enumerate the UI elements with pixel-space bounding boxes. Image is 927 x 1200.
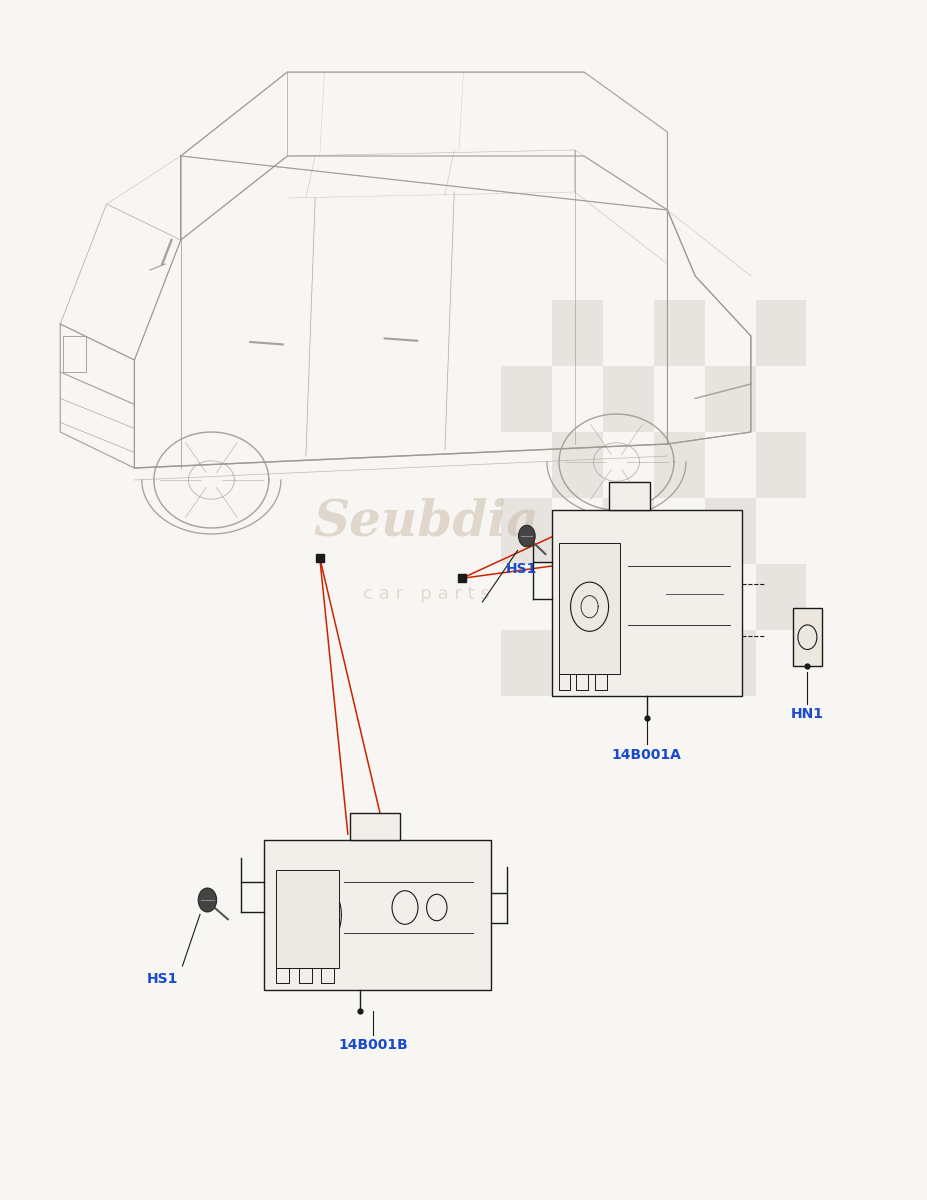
- Bar: [793, 608, 822, 666]
- Bar: [654, 432, 705, 498]
- Text: 14B001B: 14B001B: [338, 1038, 408, 1052]
- Bar: [552, 564, 603, 630]
- Bar: [552, 510, 742, 696]
- Bar: [654, 564, 705, 630]
- Bar: [608, 482, 651, 510]
- Text: c a r   p a r t s: c a r p a r t s: [363, 584, 489, 602]
- Bar: [501, 498, 552, 564]
- Circle shape: [518, 526, 535, 547]
- Bar: [654, 300, 705, 366]
- Bar: [350, 814, 400, 840]
- Text: HS1: HS1: [505, 562, 537, 576]
- Bar: [501, 366, 552, 432]
- Bar: [756, 432, 806, 498]
- Bar: [501, 630, 552, 696]
- Bar: [552, 432, 603, 498]
- Bar: [756, 564, 806, 630]
- Bar: [756, 300, 806, 366]
- Circle shape: [198, 888, 217, 912]
- Text: Seubdia: Seubdia: [313, 498, 540, 546]
- Text: HN1: HN1: [791, 707, 824, 721]
- Bar: [264, 840, 491, 990]
- Text: 14B001A: 14B001A: [612, 748, 681, 762]
- Bar: [705, 498, 756, 564]
- Bar: [603, 498, 654, 564]
- Bar: [559, 544, 620, 673]
- Text: HS1: HS1: [146, 972, 178, 986]
- Bar: [63, 336, 86, 372]
- Bar: [603, 630, 654, 696]
- Bar: [705, 366, 756, 432]
- Bar: [552, 300, 603, 366]
- Bar: [275, 870, 339, 967]
- Bar: [603, 366, 654, 432]
- Bar: [705, 630, 756, 696]
